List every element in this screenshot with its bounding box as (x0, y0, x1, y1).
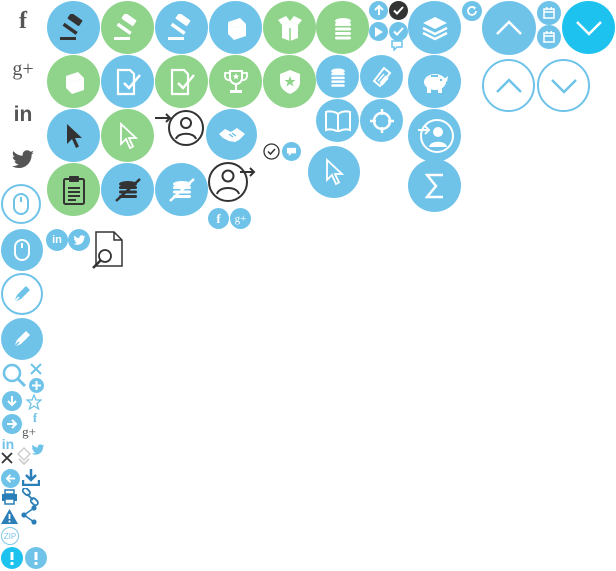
handshake-icon (206, 109, 257, 160)
cursor-icon (308, 146, 360, 198)
link-icon (20, 487, 40, 507)
chevron-down-icon (562, 1, 615, 54)
plus-icon (29, 378, 44, 393)
googleplus-glyph: g+ (234, 212, 247, 225)
star-icon (25, 393, 43, 411)
search-document-icon (90, 230, 126, 270)
pen-icon (1, 318, 43, 360)
layers-icon (408, 1, 461, 54)
document-check-icon (155, 55, 208, 108)
gavel-icon (47, 1, 100, 54)
arrow-left-icon (1, 469, 20, 488)
linkedin-icon: in (13, 103, 33, 126)
gavel-icon (155, 1, 208, 54)
cursor-icon (47, 109, 100, 162)
print-icon (0, 488, 18, 506)
gavel-icon (101, 1, 154, 54)
facebook-icon: f (208, 208, 229, 229)
close-icon (29, 362, 43, 376)
chevron-up-icon (482, 1, 536, 55)
comment-icon (390, 40, 403, 51)
handshake-icon (360, 55, 403, 98)
document-check-icon (101, 55, 154, 108)
book-icon (316, 99, 359, 142)
user-login-icon (408, 109, 461, 162)
twitter-icon (68, 229, 90, 251)
arrow-up-icon (369, 1, 388, 20)
user-logout-icon (206, 160, 256, 204)
googleplus-icon: g+ (230, 208, 251, 229)
coins-icon (316, 1, 369, 54)
googleplus-icon: g+ (22, 424, 36, 439)
pen-icon (1, 273, 43, 315)
mouse-icon (1, 229, 43, 271)
linkedin-icon: in (46, 229, 68, 251)
info-icon (1, 547, 23, 569)
sum-icon (408, 159, 461, 212)
mouse-icon (1, 184, 41, 224)
arrow-right-icon (2, 414, 22, 434)
open-box-icon (263, 1, 316, 54)
zip-icon: ZIP (1, 527, 19, 545)
calendar-icon (537, 25, 561, 49)
facebook-glyph: f (216, 210, 221, 226)
download-icon (2, 391, 22, 411)
share-icon (19, 504, 39, 526)
chevron-down-icon (537, 59, 590, 112)
close-icon (0, 451, 14, 465)
chevron-up-icon (482, 59, 535, 112)
box-icon (209, 1, 262, 54)
linkedin-icon: in (1, 436, 15, 452)
target-icon (360, 99, 403, 142)
calendar-icon (537, 1, 561, 25)
box-icon (47, 55, 100, 108)
trophy-icon (209, 55, 262, 108)
clipboard-icon (47, 163, 100, 216)
facebook-icon: f (19, 7, 27, 34)
search-icon (0, 361, 28, 389)
comment-icon (282, 142, 301, 161)
coins-icon (316, 55, 359, 98)
zip-label: ZIP (3, 531, 17, 541)
linkedin-glyph: in (52, 234, 62, 246)
refresh-icon (462, 1, 482, 21)
check-icon (389, 22, 408, 41)
twitter-icon (31, 444, 45, 456)
twitter-icon (10, 148, 36, 172)
googleplus-icon: g+ (12, 57, 34, 80)
cursor-icon (101, 109, 154, 162)
no-coins-icon (155, 163, 208, 216)
check-icon (389, 1, 408, 20)
check-icon (262, 142, 281, 161)
no-coins-icon (101, 163, 154, 216)
diamond-icon (16, 446, 32, 462)
facebook-icon: f (32, 409, 38, 425)
piggy-bank-icon (408, 55, 461, 108)
police-badge-icon (263, 55, 316, 108)
chevron-down-icon (16, 456, 32, 468)
download-icon (21, 467, 41, 487)
user-login-icon (154, 108, 206, 148)
info-icon (25, 547, 47, 569)
play-icon (369, 22, 388, 41)
warning-icon (0, 507, 19, 526)
